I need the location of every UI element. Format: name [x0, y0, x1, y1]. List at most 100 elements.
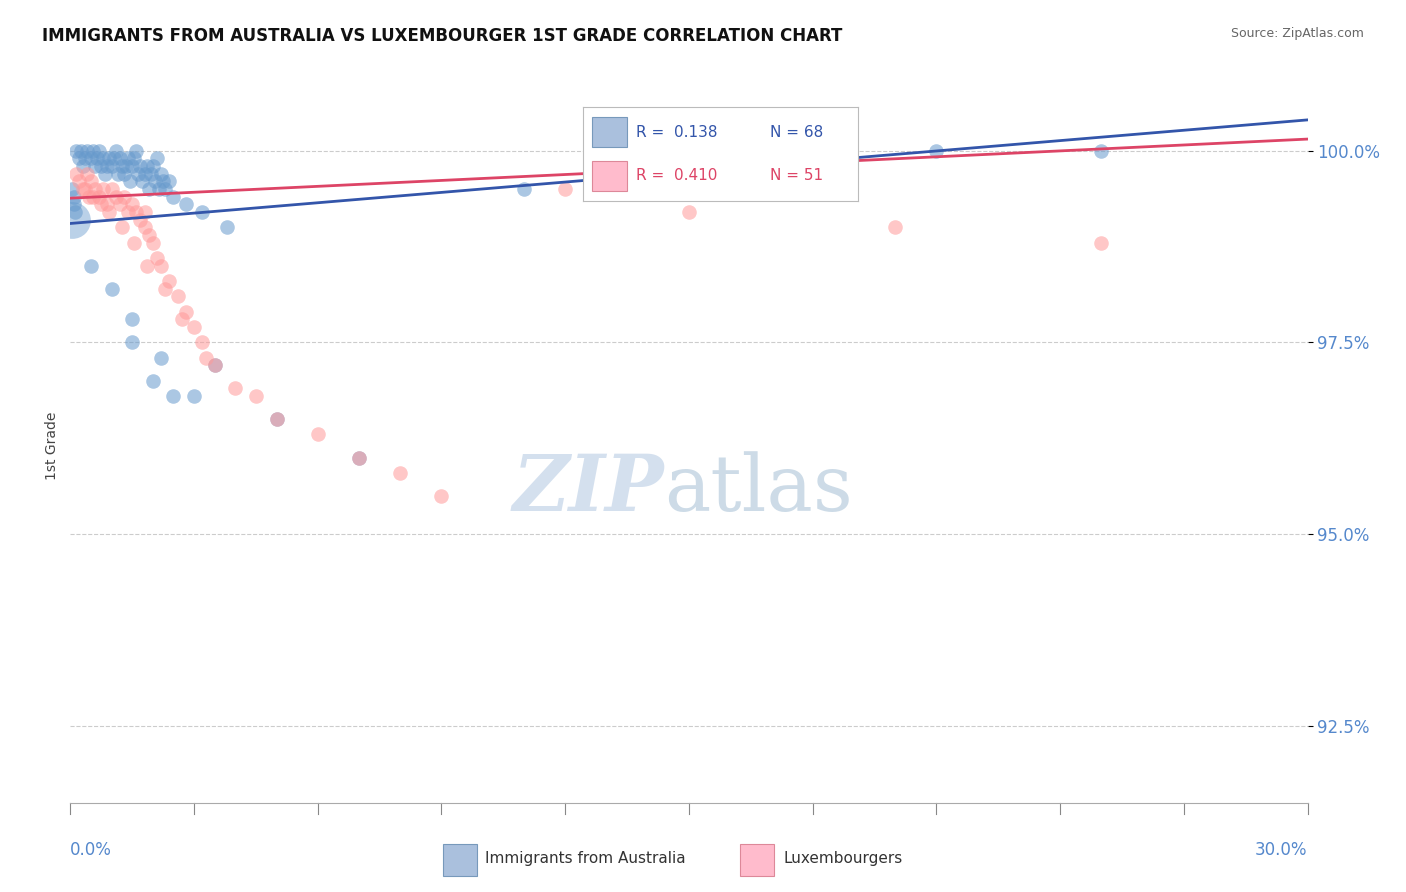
- Point: [69, 144, 91, 158]
- Point: [204, 359, 226, 373]
- Point: [266, 412, 288, 426]
- Y-axis label: 1st Grade: 1st Grade: [45, 412, 59, 480]
- Point: [389, 466, 412, 480]
- Point: [60, 182, 83, 196]
- Point: [125, 144, 148, 158]
- Point: [637, 144, 659, 158]
- Point: [347, 450, 370, 465]
- Point: [82, 144, 104, 158]
- Point: [191, 205, 214, 219]
- Point: [80, 174, 103, 188]
- Point: [761, 144, 783, 158]
- Point: [430, 489, 453, 503]
- Point: [131, 174, 153, 188]
- Point: [65, 144, 87, 158]
- Point: [142, 159, 165, 173]
- Point: [73, 151, 96, 165]
- Text: Immigrants from Australia: Immigrants from Australia: [485, 851, 686, 866]
- Bar: [740, 844, 775, 876]
- Point: [121, 335, 143, 350]
- Point: [104, 144, 127, 158]
- Point: [80, 151, 103, 165]
- Point: [138, 182, 160, 196]
- Point: [925, 144, 948, 158]
- Point: [195, 351, 218, 365]
- Point: [513, 182, 536, 196]
- Text: Source: ZipAtlas.com: Source: ZipAtlas.com: [1230, 27, 1364, 40]
- Text: R =  0.138: R = 0.138: [636, 125, 717, 140]
- Point: [215, 220, 238, 235]
- Text: N = 68: N = 68: [770, 125, 823, 140]
- Point: [125, 205, 148, 219]
- Point: [72, 182, 94, 196]
- Point: [142, 374, 165, 388]
- Point: [166, 289, 188, 303]
- Point: [80, 259, 103, 273]
- Point: [103, 151, 125, 165]
- Point: [138, 227, 160, 242]
- Point: [122, 151, 145, 165]
- Point: [120, 174, 142, 188]
- Point: [67, 151, 90, 165]
- Point: [65, 205, 87, 219]
- Point: [153, 182, 176, 196]
- Text: N = 51: N = 51: [770, 168, 823, 183]
- Point: [72, 159, 94, 173]
- Point: [86, 151, 108, 165]
- Point: [111, 159, 134, 173]
- Point: [90, 197, 112, 211]
- Point: [117, 205, 139, 219]
- Text: atlas: atlas: [664, 451, 853, 526]
- Point: [204, 359, 226, 373]
- Point: [117, 151, 139, 165]
- Point: [107, 167, 129, 181]
- Text: 30.0%: 30.0%: [1256, 841, 1308, 859]
- Point: [76, 167, 98, 181]
- Point: [129, 212, 152, 227]
- Point: [89, 144, 111, 158]
- Point: [122, 235, 145, 250]
- Point: [183, 320, 205, 334]
- Point: [157, 274, 180, 288]
- Point: [60, 212, 83, 227]
- Point: [146, 151, 169, 165]
- Point: [94, 167, 117, 181]
- Point: [142, 235, 165, 250]
- Point: [77, 189, 100, 203]
- Point: [98, 205, 121, 219]
- Point: [73, 182, 96, 196]
- Point: [76, 144, 98, 158]
- Point: [884, 220, 907, 235]
- Point: [170, 312, 193, 326]
- Point: [245, 389, 267, 403]
- Point: [266, 412, 288, 426]
- Point: [1090, 235, 1112, 250]
- Point: [157, 174, 180, 188]
- Point: [84, 182, 107, 196]
- Text: IMMIGRANTS FROM AUSTRALIA VS LUXEMBOURGER 1ST GRADE CORRELATION CHART: IMMIGRANTS FROM AUSTRALIA VS LUXEMBOURGE…: [42, 27, 842, 45]
- Point: [62, 197, 84, 211]
- Point: [135, 159, 157, 173]
- Bar: [443, 844, 477, 876]
- Point: [63, 189, 86, 203]
- Point: [91, 182, 114, 196]
- Point: [67, 174, 90, 188]
- Point: [174, 304, 197, 318]
- Point: [112, 189, 135, 203]
- Text: ZIP: ZIP: [513, 450, 664, 527]
- Point: [104, 189, 127, 203]
- Point: [191, 335, 214, 350]
- Point: [129, 159, 152, 173]
- Point: [96, 159, 118, 173]
- Point: [224, 381, 246, 395]
- Point: [134, 205, 156, 219]
- Point: [121, 197, 143, 211]
- Point: [90, 159, 112, 173]
- Point: [96, 197, 118, 211]
- Point: [115, 159, 138, 173]
- Point: [100, 182, 122, 196]
- Point: [98, 151, 121, 165]
- Point: [183, 389, 205, 403]
- Point: [108, 197, 131, 211]
- Point: [150, 167, 173, 181]
